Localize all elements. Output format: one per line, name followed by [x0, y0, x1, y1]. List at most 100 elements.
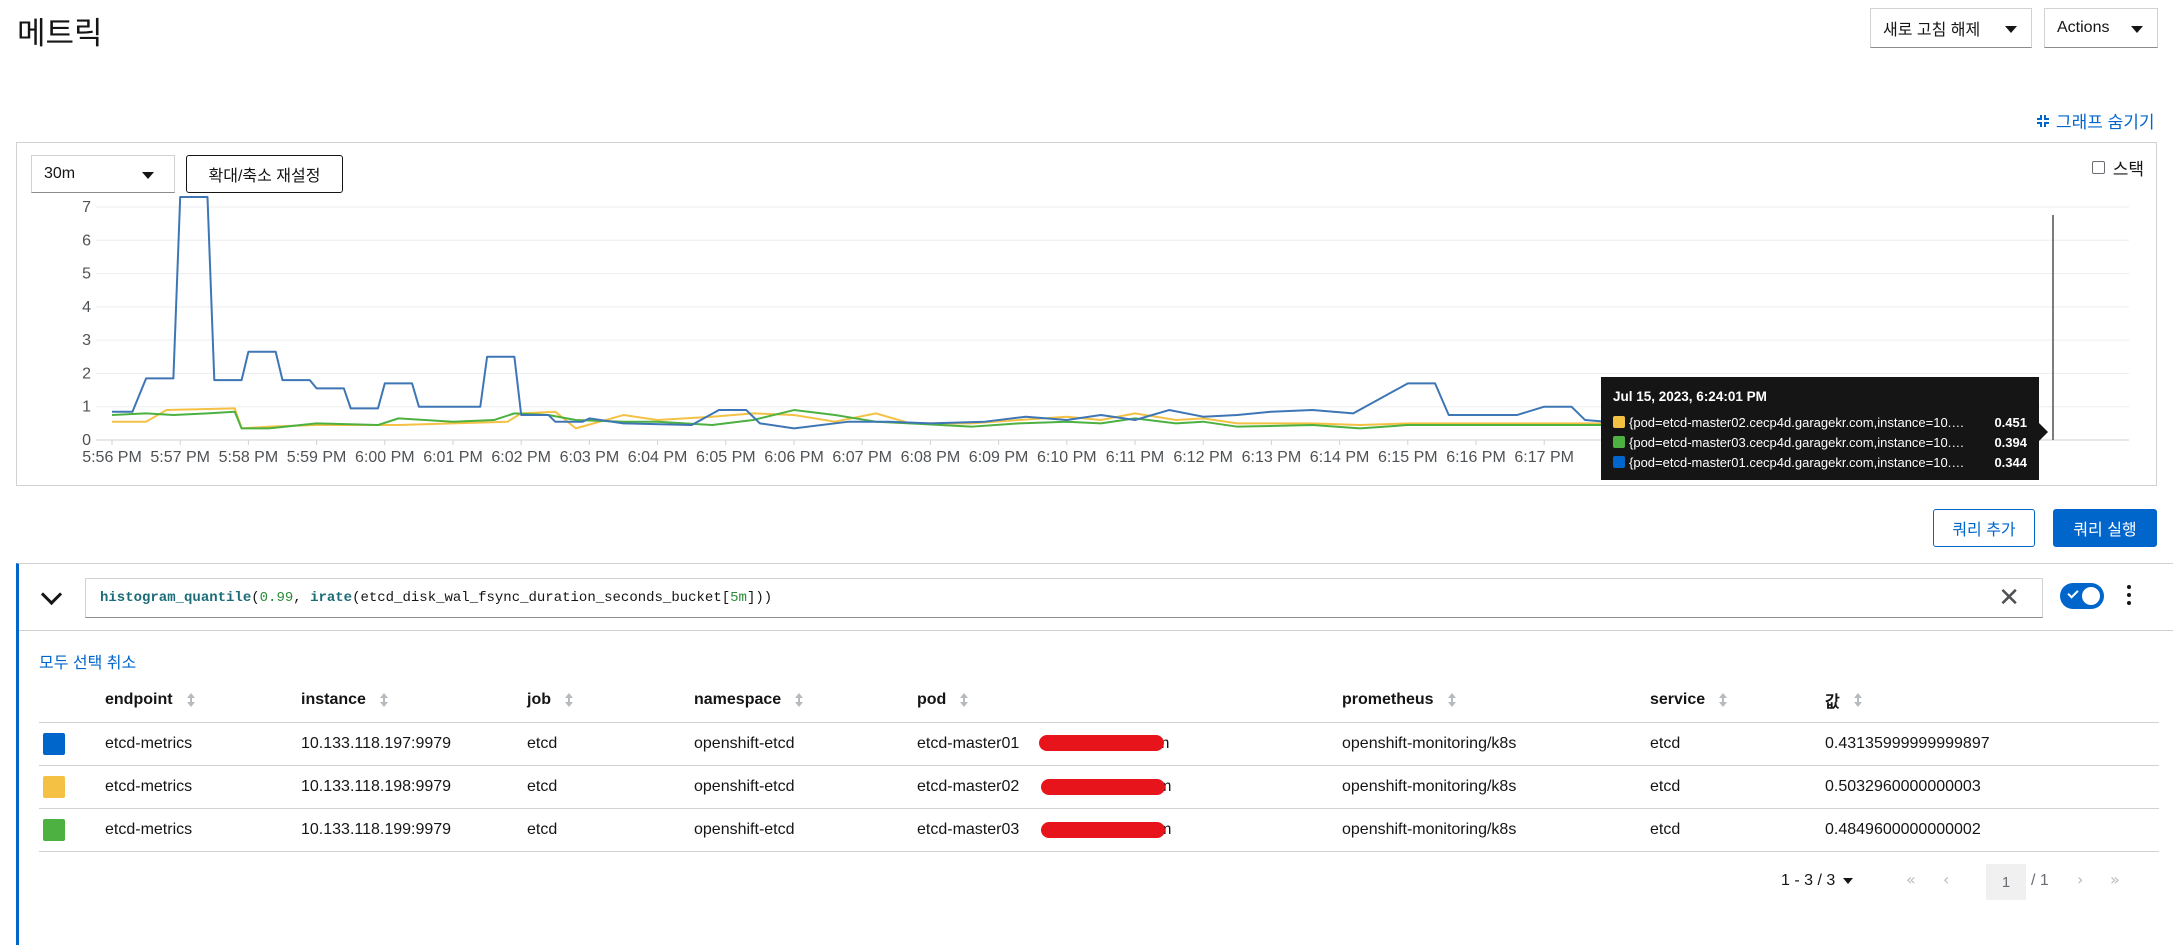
last-page-icon[interactable]: »	[2110, 870, 2120, 889]
series-color-swatch[interactable]	[43, 819, 65, 841]
x-tick-label: 6:00 PM	[355, 449, 415, 466]
cell-instance: 10.133.118.197:9979	[301, 735, 452, 752]
column-header-prometheus[interactable]: prometheus	[1342, 678, 1456, 722]
tooltip-row-label: {pod=etcd-master02.cecp4d.garagekr.com,i…	[1629, 414, 1969, 430]
run-queries-button[interactable]: 쿼리 실행	[2053, 509, 2157, 547]
caret-down-icon	[2131, 26, 2143, 33]
query-text: (	[251, 590, 260, 606]
stack-toggle[interactable]: 스택	[2091, 155, 2144, 180]
cell-job: etcd	[527, 778, 558, 795]
chevron-down-icon[interactable]	[41, 585, 61, 605]
y-tick-label: 0	[82, 432, 91, 449]
x-tick-label: 6:04 PM	[628, 449, 688, 466]
x-tick-label: 6:15 PM	[1378, 449, 1438, 466]
tooltip-title: Jul 15, 2023, 6:24:01 PM	[1613, 389, 1767, 404]
cell-job: etcd	[527, 821, 558, 838]
kebab-menu-icon[interactable]	[2126, 585, 2132, 607]
column-header-value[interactable]: 값	[1825, 678, 1862, 722]
sort-icon	[1447, 693, 1456, 707]
column-header-job[interactable]: job	[527, 678, 573, 722]
tooltip-row-value: 0.394	[1994, 434, 2027, 450]
y-tick-label: 3	[82, 332, 91, 349]
series-swatch	[1613, 456, 1625, 468]
x-tick-label: 6:03 PM	[560, 449, 620, 466]
pod-name-start: etcd-master03	[917, 821, 1020, 838]
tooltip-row: {pod=etcd-master03.cecp4d.garagekr.com,i…	[1613, 432, 2027, 452]
series-color-swatch[interactable]	[43, 733, 65, 755]
reset-zoom-button[interactable]: 확대/축소 재설정	[186, 155, 343, 193]
time-span-select[interactable]: 30m	[31, 155, 175, 193]
x-tick-label: 5:57 PM	[150, 449, 210, 466]
sort-icon	[379, 693, 388, 707]
column-header-namespace[interactable]: namespace	[694, 678, 804, 722]
next-page-icon[interactable]: ›	[2077, 870, 2084, 889]
clear-icon[interactable]: ✕	[1998, 583, 2020, 613]
column-header-instance[interactable]: instance	[301, 678, 388, 722]
series-color-swatch[interactable]	[43, 776, 65, 798]
redaction-mark	[1041, 822, 1165, 838]
check-icon	[2067, 587, 2079, 599]
page-title: 메트릭	[17, 16, 103, 51]
table-row: etcd-metrics 10.133.118.199:9979 etcd op…	[39, 809, 2159, 852]
sort-icon	[1719, 693, 1728, 707]
series-line	[112, 407, 1831, 430]
page-total: / 1	[2031, 872, 2049, 889]
query-text: ,	[293, 590, 311, 606]
sort-icon	[186, 693, 195, 707]
x-tick-label: 6:08 PM	[901, 449, 961, 466]
cell-namespace: openshift-etcd	[694, 821, 795, 838]
stack-checkbox[interactable]	[2091, 161, 2105, 174]
series-line	[111, 409, 1831, 430]
column-header-label: endpoint	[105, 691, 173, 708]
cell-service: etcd	[1650, 778, 1681, 795]
sort-icon	[795, 693, 804, 707]
pod-name-start: etcd-master02	[917, 778, 1020, 795]
tooltip-row: {pod=etcd-master01.cecp4d.garagekr.com,i…	[1613, 452, 2027, 472]
previous-page-icon[interactable]: ‹	[1943, 870, 1950, 889]
first-page-icon[interactable]: «	[1906, 870, 1916, 889]
query-function: irate	[310, 590, 353, 606]
x-tick-label: 6:02 PM	[491, 449, 551, 466]
tooltip-row-value: 0.344	[1994, 454, 2027, 470]
pagination-per-page-toggle[interactable]: 1 - 3 / 3	[1781, 872, 1854, 890]
chart-tooltip: Jul 15, 2023, 6:24:01 PM {pod=etcd-maste…	[1601, 377, 2048, 480]
series-swatch	[1613, 416, 1625, 428]
tooltip-row: {pod=etcd-master02.cecp4d.garagekr.com,i…	[1613, 412, 2027, 432]
column-header-endpoint[interactable]: endpoint	[105, 678, 195, 722]
table-row: etcd-metrics 10.133.118.198:9979 etcd op…	[39, 766, 2159, 809]
cell-namespace: openshift-etcd	[694, 735, 795, 752]
cell-prometheus: openshift-monitoring/k8s	[1342, 778, 1517, 795]
tooltip-row-label: {pod=etcd-master01.cecp4d.garagekr.com,i…	[1629, 454, 1969, 470]
cell-service: etcd	[1650, 735, 1681, 752]
results-table: endpoint instance job namespace pod prom…	[39, 678, 2159, 852]
actions-label: Actions	[2057, 19, 2110, 36]
column-header-label: instance	[301, 691, 366, 708]
time-span-value: 30m	[44, 165, 76, 182]
actions-dropdown[interactable]: Actions	[2044, 8, 2158, 48]
cell-namespace: openshift-etcd	[694, 778, 795, 795]
column-header-service[interactable]: service	[1650, 678, 1728, 722]
add-query-button[interactable]: 쿼리 추가	[1933, 509, 2035, 547]
unselect-all-link[interactable]: 모두 선택 취소	[39, 655, 137, 672]
column-header-label: 값	[1825, 694, 1840, 711]
query-enable-switch[interactable]	[2060, 583, 2104, 609]
cell-value: 0.4849600000000002	[1825, 821, 1981, 838]
cell-endpoint: etcd-metrics	[105, 735, 193, 752]
table-header-row: endpoint instance job namespace pod prom…	[39, 678, 2159, 723]
hide-graph-link[interactable]: 그래프 숨기기	[2036, 108, 2155, 133]
column-header-pod[interactable]: pod	[917, 678, 969, 722]
query-function: histogram_quantile	[100, 590, 252, 606]
tooltip-arrow	[2039, 423, 2048, 441]
caret-down-icon	[142, 172, 154, 179]
column-header-label: namespace	[694, 691, 782, 708]
page-number-input[interactable]: 1	[1986, 864, 2026, 900]
y-tick-label: 4	[82, 299, 91, 316]
refresh-interval-label: 새로 고침 해제	[1883, 22, 1981, 39]
series-swatch	[1613, 436, 1625, 448]
x-tick-label: 6:06 PM	[764, 449, 824, 466]
sort-icon	[565, 693, 573, 707]
refresh-interval-select[interactable]: 새로 고침 해제	[1870, 8, 2032, 48]
query-input[interactable]: histogram_quantile(0.99, irate (etcd_disk…	[85, 578, 2043, 618]
x-tick-label: 6:16 PM	[1446, 449, 1506, 466]
query-text: (etcd_disk_wal_fsync_duration_seconds_bu…	[352, 590, 731, 606]
